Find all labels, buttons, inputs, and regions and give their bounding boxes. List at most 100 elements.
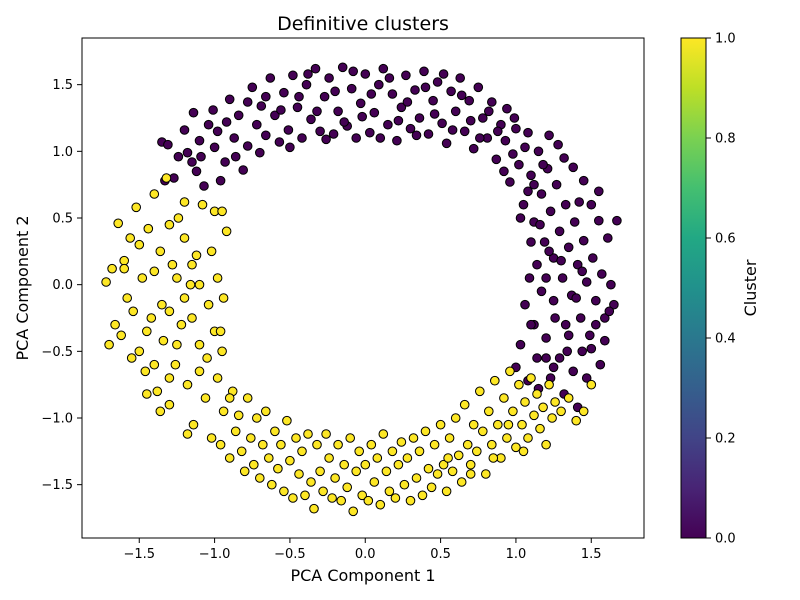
data-point-cluster-1 — [218, 293, 229, 303]
data-point-cluster-1 — [384, 486, 395, 497]
data-point-cluster-0 — [556, 255, 566, 266]
data-point-cluster-1 — [172, 273, 182, 283]
data-point-cluster-1 — [158, 335, 169, 346]
data-point-cluster-1 — [444, 433, 455, 443]
y-axis: −1.5 −1.0 −0.5 0.0 0.5 1.0 1.5 — [41, 78, 82, 493]
data-point-cluster-1 — [142, 389, 152, 399]
data-point-cluster-1 — [164, 306, 175, 317]
data-point-cluster-0 — [337, 62, 348, 73]
data-point-cluster-0 — [215, 175, 226, 186]
data-point-cluster-0 — [484, 106, 494, 117]
data-point-cluster-0 — [438, 69, 449, 79]
data-point-cluster-1 — [532, 389, 542, 399]
data-point-cluster-1 — [288, 493, 298, 503]
data-point-cluster-1 — [523, 433, 533, 443]
data-point-cluster-0 — [420, 82, 431, 93]
data-point-cluster-1 — [443, 453, 453, 463]
data-point-cluster-1 — [142, 326, 152, 337]
data-point-cluster-0 — [429, 109, 440, 119]
data-point-cluster-1 — [217, 346, 227, 357]
data-point-cluster-1 — [417, 490, 428, 501]
data-point-cluster-0 — [283, 125, 294, 135]
data-point-cluster-1 — [481, 469, 491, 479]
data-point-cluster-0 — [515, 339, 526, 350]
data-point-cluster-0 — [600, 335, 610, 346]
data-point-cluster-1 — [315, 466, 325, 477]
data-point-cluster-1 — [179, 233, 190, 243]
data-point-cluster-1 — [194, 279, 205, 290]
data-point-cluster-1 — [363, 495, 374, 506]
data-point-cluster-1 — [456, 477, 467, 487]
data-point-cluster-0 — [502, 103, 512, 114]
data-point-cluster-0 — [374, 79, 384, 90]
data-point-cluster-1 — [378, 429, 389, 439]
data-point-cluster-0 — [575, 313, 586, 323]
data-point-cluster-1 — [544, 379, 554, 390]
data-point-cluster-0 — [541, 353, 551, 363]
data-point-cluster-0 — [182, 147, 193, 158]
data-point-cluster-0 — [230, 151, 241, 162]
data-point-cluster-1 — [465, 469, 476, 479]
data-point-cluster-1 — [547, 413, 557, 423]
data-point-cluster-0 — [229, 133, 239, 143]
data-point-cluster-0 — [586, 343, 597, 354]
data-point-cluster-1 — [488, 453, 499, 463]
data-point-cluster-0 — [446, 86, 456, 97]
data-point-cluster-1 — [306, 477, 316, 487]
data-point-cluster-0 — [591, 295, 601, 306]
data-point-cluster-0 — [383, 119, 393, 130]
data-point-cluster-1 — [517, 419, 527, 430]
y-tick-label: −1.0 — [41, 412, 73, 427]
y-tick-label: 0.0 — [52, 278, 73, 293]
data-point-cluster-1 — [484, 406, 494, 417]
data-point-cluster-0 — [465, 115, 476, 126]
data-point-cluster-0 — [577, 266, 588, 277]
data-point-cluster-1 — [447, 466, 458, 477]
data-point-cluster-1 — [345, 433, 356, 443]
data-point-cluster-1 — [164, 219, 175, 230]
data-point-cluster-1 — [233, 410, 244, 421]
data-point-cluster-0 — [578, 235, 589, 246]
data-point-cluster-0 — [306, 114, 316, 125]
data-point-cluster-0 — [604, 306, 615, 317]
data-point-cluster-1 — [571, 415, 582, 426]
data-point-cluster-1 — [333, 439, 343, 450]
data-point-cluster-0 — [554, 353, 565, 363]
data-point-cluster-0 — [568, 162, 579, 173]
data-point-cluster-0 — [224, 94, 235, 105]
data-point-cluster-1 — [354, 446, 365, 457]
data-point-cluster-1 — [297, 446, 307, 457]
data-point-cluster-0 — [270, 110, 280, 121]
data-point-cluster-0 — [459, 126, 470, 137]
data-point-cluster-0 — [520, 142, 530, 153]
data-point-cluster-1 — [529, 410, 539, 421]
data-point-cluster-1 — [172, 339, 182, 350]
data-point-cluster-0 — [571, 293, 582, 303]
data-point-cluster-1 — [197, 199, 208, 210]
data-point-cluster-0 — [541, 273, 551, 283]
data-point-cluster-0 — [254, 147, 265, 158]
data-point-cluster-1 — [441, 486, 452, 497]
data-point-cluster-1 — [563, 393, 574, 403]
data-point-cluster-1 — [514, 379, 524, 390]
data-point-cluster-0 — [563, 330, 574, 341]
data-point-cluster-1 — [116, 330, 126, 341]
data-point-cluster-1 — [393, 459, 404, 470]
data-point-cluster-1 — [526, 373, 536, 383]
data-point-cluster-1 — [267, 479, 277, 490]
data-point-cluster-0 — [450, 106, 461, 117]
data-point-cluster-1 — [137, 273, 148, 283]
data-point-cluster-1 — [125, 233, 135, 243]
data-point-cluster-0 — [203, 119, 214, 130]
data-point-cluster-1 — [541, 439, 551, 450]
data-point-cluster-0 — [548, 295, 559, 306]
data-point-cluster-1 — [556, 406, 566, 417]
data-point-cluster-0 — [261, 130, 271, 141]
data-point-cluster-1 — [206, 246, 217, 257]
data-point-cluster-1 — [101, 277, 111, 287]
colorbar-axis: 0.0 0.2 0.4 0.6 0.8 1.0 — [706, 32, 736, 547]
data-point-cluster-1 — [465, 459, 476, 470]
data-point-cluster-0 — [375, 133, 386, 143]
data-point-cluster-0 — [544, 246, 554, 257]
data-point-cluster-1 — [182, 379, 193, 390]
